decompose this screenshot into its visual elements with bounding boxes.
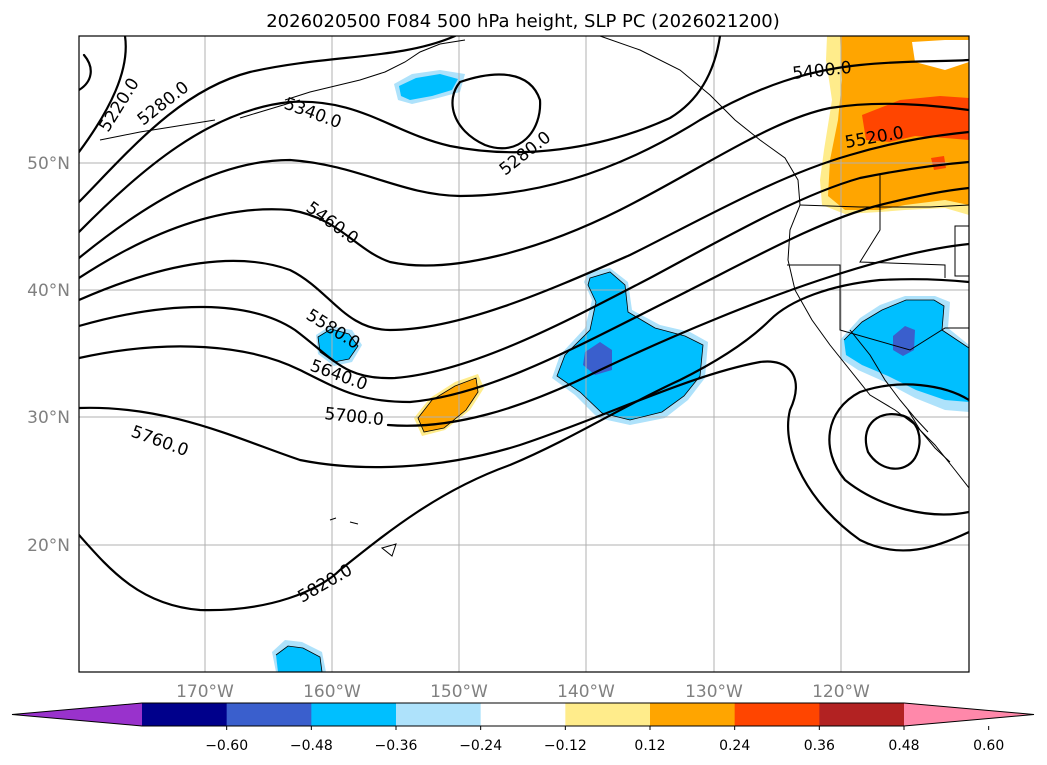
colorbar-extend-low: [12, 703, 142, 726]
colorbar-tick-label: −0.12: [544, 738, 587, 754]
colorbar-segment: [311, 703, 397, 726]
anomaly-hole: [912, 40, 969, 70]
colorbar-tick-label: 0.12: [634, 738, 665, 754]
colorbar-tick-label: 0.60: [973, 738, 1004, 754]
lat-label-50n: 50°N: [27, 154, 70, 174]
us-canada-border: [799, 204, 969, 208]
colorbar-segment: [396, 703, 482, 726]
contour-5220: [79, 36, 127, 154]
north-america-coast: [599, 36, 969, 489]
contour-low-california: [828, 383, 969, 516]
map-area: 5220.0 5280.0 5340.0 5280.0 5400.0 5520.…: [79, 36, 969, 672]
lon-label-170w: 170°W: [176, 682, 234, 702]
colorbar-segment: [650, 703, 736, 726]
state-border-box: [954, 225, 969, 277]
hawaiian-islands: [329, 517, 397, 557]
colorbar-segment: [480, 703, 566, 726]
colorbar-outline: [11, 702, 1035, 727]
map-title: 2026020500 F084 500 hPa height, SLP PC (…: [266, 11, 780, 32]
contour-5280-closed: [451, 73, 542, 150]
negative-anomaly-aleutian: [399, 74, 458, 100]
anomaly-outlines: [275, 271, 969, 672]
lon-label-160w: 160°W: [303, 682, 361, 702]
longitude-labels: 170°W 160°W 150°W 140°W 130°W 120°W: [176, 682, 870, 702]
colorbar-tick-label: 0.48: [888, 738, 919, 754]
lat-label-30n: 30°N: [27, 408, 70, 428]
negative-anomaly-california-core: [893, 326, 915, 356]
lat-label-20n: 20°N: [27, 536, 70, 556]
height-contours: [79, 36, 969, 612]
contour-5520: [79, 130, 969, 332]
contour-5820: [79, 278, 969, 612]
contour-5340: [79, 36, 722, 234]
colorbar-segment: [734, 703, 820, 726]
negative-anomaly-south: [276, 646, 322, 672]
coastlines: [99, 36, 969, 557]
colorbar-segment: [565, 703, 651, 726]
colorbar-segment: [142, 703, 228, 726]
colorbar-tick-label: −0.36: [375, 738, 418, 754]
contour-5580: [79, 160, 969, 380]
lat-label-40n: 40°N: [27, 281, 70, 301]
colorbar: −0.60 −0.48 −0.36 −0.24 −0.12 0.12 0.24 0.36 0.4…: [11, 702, 1035, 754]
contour-low-closed: [864, 413, 921, 470]
colorbar-extend-high: [904, 703, 1034, 726]
colorbar-tick-label: 0.24: [719, 738, 750, 754]
baja-peninsula: [849, 329, 929, 433]
lon-label-130w: 130°W: [685, 682, 743, 702]
contour-5160: [79, 53, 92, 92]
mexico-coast: [907, 409, 951, 463]
graticule: [79, 36, 969, 672]
lon-label-140w: 140°W: [557, 682, 615, 702]
contour-5640: [79, 186, 969, 404]
colorbar-tick-label: −0.24: [459, 738, 502, 754]
alaska-coast: [284, 39, 466, 101]
contour-5760: [79, 360, 969, 552]
state-borders-2: [787, 264, 969, 351]
negative-anomaly-central: [557, 272, 703, 420]
lon-label-150w: 150°W: [430, 682, 488, 702]
contour-5460: [79, 102, 969, 280]
negative-anomaly-small: [318, 329, 358, 362]
lon-label-120w: 120°W: [812, 682, 870, 702]
colorbar-tick-label: 0.36: [804, 738, 835, 754]
contour-5280-west: [79, 36, 457, 204]
contour-5400: [79, 58, 969, 260]
colorbar-tick-label: −0.60: [205, 738, 248, 754]
map-frame: [78, 35, 970, 673]
state-borders: [859, 175, 946, 278]
colorbar-tick-label: −0.48: [290, 738, 333, 754]
colorbar-segment: [226, 703, 312, 726]
latitude-labels: 50°N 40°N 30°N 20°N: [27, 154, 70, 556]
colorbar-segment: [819, 703, 905, 726]
contour-5700: [386, 242, 969, 427]
